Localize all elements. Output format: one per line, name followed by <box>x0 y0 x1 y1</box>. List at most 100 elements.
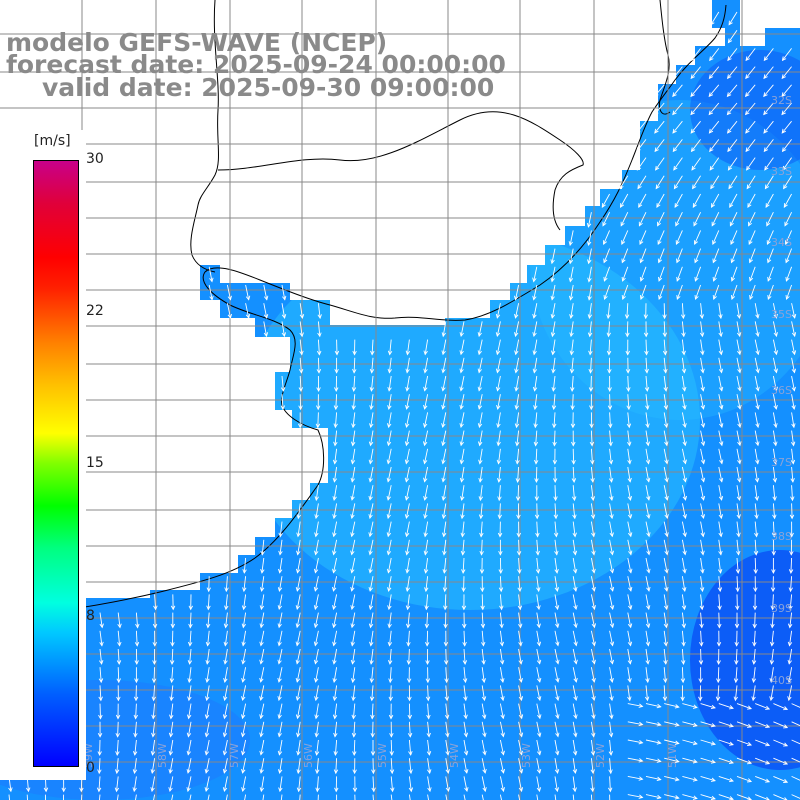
lon-label: 54W <box>448 743 461 768</box>
wind-arrow-head <box>718 514 724 520</box>
wind-arrow <box>681 357 685 373</box>
wind-arrow <box>263 303 268 318</box>
wind-arrow-head <box>534 478 539 483</box>
wind-arrow <box>26 794 28 800</box>
wind-arrow <box>754 321 759 337</box>
wind-arrow-head <box>728 184 733 190</box>
wind-arrow-head <box>718 314 723 320</box>
wind-arrow-head <box>790 478 795 483</box>
wind-arrow-head <box>444 660 449 665</box>
wind-arrow-head <box>769 641 775 647</box>
wind-arrow <box>645 794 661 799</box>
wind-arrow <box>205 721 210 737</box>
wind-arrow-head <box>350 586 355 592</box>
wind-arrow <box>672 102 683 115</box>
wind-arrow-head <box>572 750 578 756</box>
wind-arrow-head <box>609 550 615 556</box>
wind-arrow <box>314 630 319 646</box>
wind-arrow-head <box>698 660 704 665</box>
wind-arrow-head <box>352 350 357 356</box>
wind-arrow <box>315 667 319 682</box>
wind-arrow <box>243 594 247 610</box>
wind-arrow-head <box>569 350 574 356</box>
wind-arrow-head <box>369 678 374 684</box>
wind-arrow <box>572 721 577 737</box>
wind-arrow <box>169 739 174 755</box>
wind-arrow <box>645 667 649 683</box>
wind-arrow <box>369 466 374 482</box>
wind-arrow-head <box>332 714 338 720</box>
wind-arrow-head <box>332 496 337 501</box>
wind-arrow-head <box>609 659 615 665</box>
wind-arrow <box>405 503 410 519</box>
wind-arrow <box>225 594 228 610</box>
wind-arrow <box>763 48 774 61</box>
wind-arrow-head <box>709 147 714 153</box>
wind-arrow <box>317 412 319 428</box>
wind-arrow-head <box>515 441 520 447</box>
wind-arrow-head <box>423 368 428 374</box>
wind-arrow-head <box>463 732 469 738</box>
wind-arrow <box>609 576 614 591</box>
wind-arrow <box>406 375 410 391</box>
wind-arrow-head <box>646 550 651 556</box>
wind-arrow-head <box>727 147 732 153</box>
wind-arrow <box>791 485 793 501</box>
wind-arrow <box>609 557 614 573</box>
wind-arrow <box>663 321 666 337</box>
wind-arrow <box>590 648 595 664</box>
wind-arrow <box>663 648 667 664</box>
wind-arrow <box>518 630 522 646</box>
wind-arrow-head <box>462 641 467 647</box>
wind-arrow <box>627 539 632 555</box>
wind-arrow <box>627 485 631 501</box>
wind-arrow-head <box>682 441 687 447</box>
wind-arrow-head <box>710 184 715 190</box>
wind-arrow <box>536 648 541 664</box>
wind-arrow <box>736 521 740 537</box>
wind-arrow <box>663 503 668 519</box>
wind-arrow-head <box>536 623 541 629</box>
wind-arrow-head <box>752 605 758 611</box>
wind-arrow-head <box>763 147 769 153</box>
wind-arrow-head <box>459 404 464 410</box>
wind-arrow <box>554 648 559 664</box>
wind-arrow <box>791 357 795 373</box>
wind-arrow-head <box>313 586 319 592</box>
wind-arrow <box>116 776 119 792</box>
wind-arrow <box>754 448 759 464</box>
wind-arrow-head <box>462 660 468 665</box>
wind-arrow <box>387 539 392 555</box>
wind-arrow <box>572 685 577 701</box>
wind-arrow-head <box>627 659 632 665</box>
wind-arrow <box>223 721 228 737</box>
wind-arrow-head <box>587 295 592 301</box>
wind-arrow <box>745 120 756 134</box>
wind-arrow <box>518 612 522 628</box>
wind-arrow-head <box>770 587 776 593</box>
wind-arrow-head <box>554 605 560 611</box>
wind-arrow-head <box>536 750 542 756</box>
wind-arrow <box>718 539 722 555</box>
wind-arrow <box>171 794 174 800</box>
wind-arrow <box>169 758 174 774</box>
wind-arrow <box>754 539 757 555</box>
wind-arrow-head <box>657 258 662 264</box>
wind-arrow-head <box>609 514 614 520</box>
wind-arrow-head <box>259 696 264 702</box>
wind-arrow-head <box>423 495 428 501</box>
wind-arrow <box>460 339 465 355</box>
wind-arrow-head <box>317 332 322 338</box>
wind-arrow-head <box>773 350 779 356</box>
wind-arrow-head <box>681 350 686 356</box>
wind-arrow-head <box>245 313 251 319</box>
wind-arrow-head <box>405 587 410 592</box>
wind-arrow <box>533 321 538 337</box>
wind-arrow-head <box>692 795 698 800</box>
wind-arrow-head <box>715 696 721 702</box>
wind-arrow <box>657 212 665 226</box>
wind-arrow <box>755 775 770 783</box>
wind-arrow <box>296 594 301 610</box>
wind-arrow-head <box>441 477 446 483</box>
wind-arrow-head <box>370 714 375 720</box>
